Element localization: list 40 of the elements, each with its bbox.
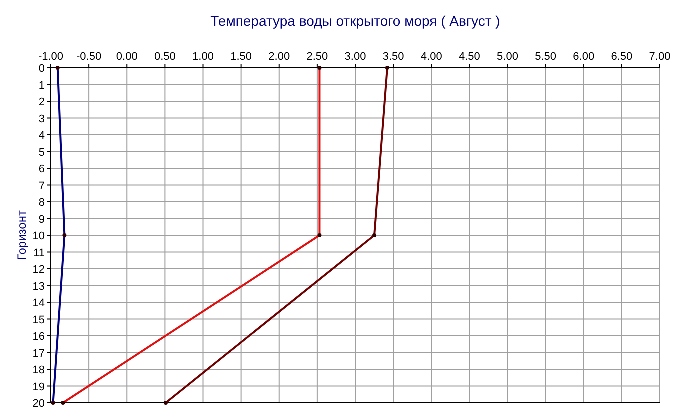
y-tick-label: 16 bbox=[32, 331, 45, 343]
y-tick-label: 8 bbox=[38, 197, 45, 209]
x-tick-label: 3.50 bbox=[382, 51, 404, 63]
y-tick-label: 19 bbox=[32, 381, 45, 394]
y-tick-label: 3 bbox=[38, 113, 45, 126]
x-tick-label: 0.00 bbox=[116, 51, 138, 63]
x-tick-label: 7.00 bbox=[649, 51, 671, 63]
x-tick-label: 1.00 bbox=[192, 51, 214, 63]
y-tick-label: 4 bbox=[38, 130, 45, 142]
y-tick-label: 2 bbox=[38, 96, 45, 108]
x-tick-label: 5.50 bbox=[535, 51, 557, 63]
x-tick-label: 4.00 bbox=[420, 51, 442, 63]
y-axis-title: Горизонт bbox=[15, 210, 29, 260]
x-tick-label: 5.00 bbox=[497, 51, 518, 63]
y-tick-label: 14 bbox=[32, 298, 45, 310]
y-tick-label: 20 bbox=[32, 398, 45, 410]
x-tick-label: 1.50 bbox=[230, 51, 252, 63]
y-tick-label: 1 bbox=[38, 80, 45, 92]
y-tick-label: 9 bbox=[38, 214, 45, 226]
y-tick-label: 10 bbox=[32, 230, 45, 242]
x-tick-label: 4.50 bbox=[458, 51, 480, 63]
y-tick-label: 6 bbox=[38, 164, 45, 176]
y-tick-label: 18 bbox=[32, 364, 45, 376]
y-tick-label: 15 bbox=[32, 314, 45, 326]
y-tick-label: 13 bbox=[32, 280, 45, 293]
x-tick-label: -0.50 bbox=[76, 51, 102, 63]
chart-title: Температура воды открытого моря ( Август ) bbox=[210, 13, 500, 29]
x-tick-label: 2.00 bbox=[268, 51, 290, 63]
x-tick-label: 0.50 bbox=[154, 51, 176, 63]
x-tick-label: 6.00 bbox=[573, 51, 595, 63]
y-tick-label: 17 bbox=[32, 348, 45, 360]
x-tick-label: 2.50 bbox=[306, 51, 328, 63]
y-tick-label: 11 bbox=[34, 247, 45, 260]
x-tick-label: 3.00 bbox=[344, 51, 366, 63]
y-tick-label: 5 bbox=[38, 146, 45, 159]
x-tick-label: -1.00 bbox=[38, 51, 64, 63]
y-tick-label: 12 bbox=[32, 264, 45, 276]
y-tick-label: 7 bbox=[38, 180, 45, 192]
y-tick-label: 0 bbox=[38, 63, 45, 75]
x-tick-label: 6.50 bbox=[611, 51, 633, 63]
